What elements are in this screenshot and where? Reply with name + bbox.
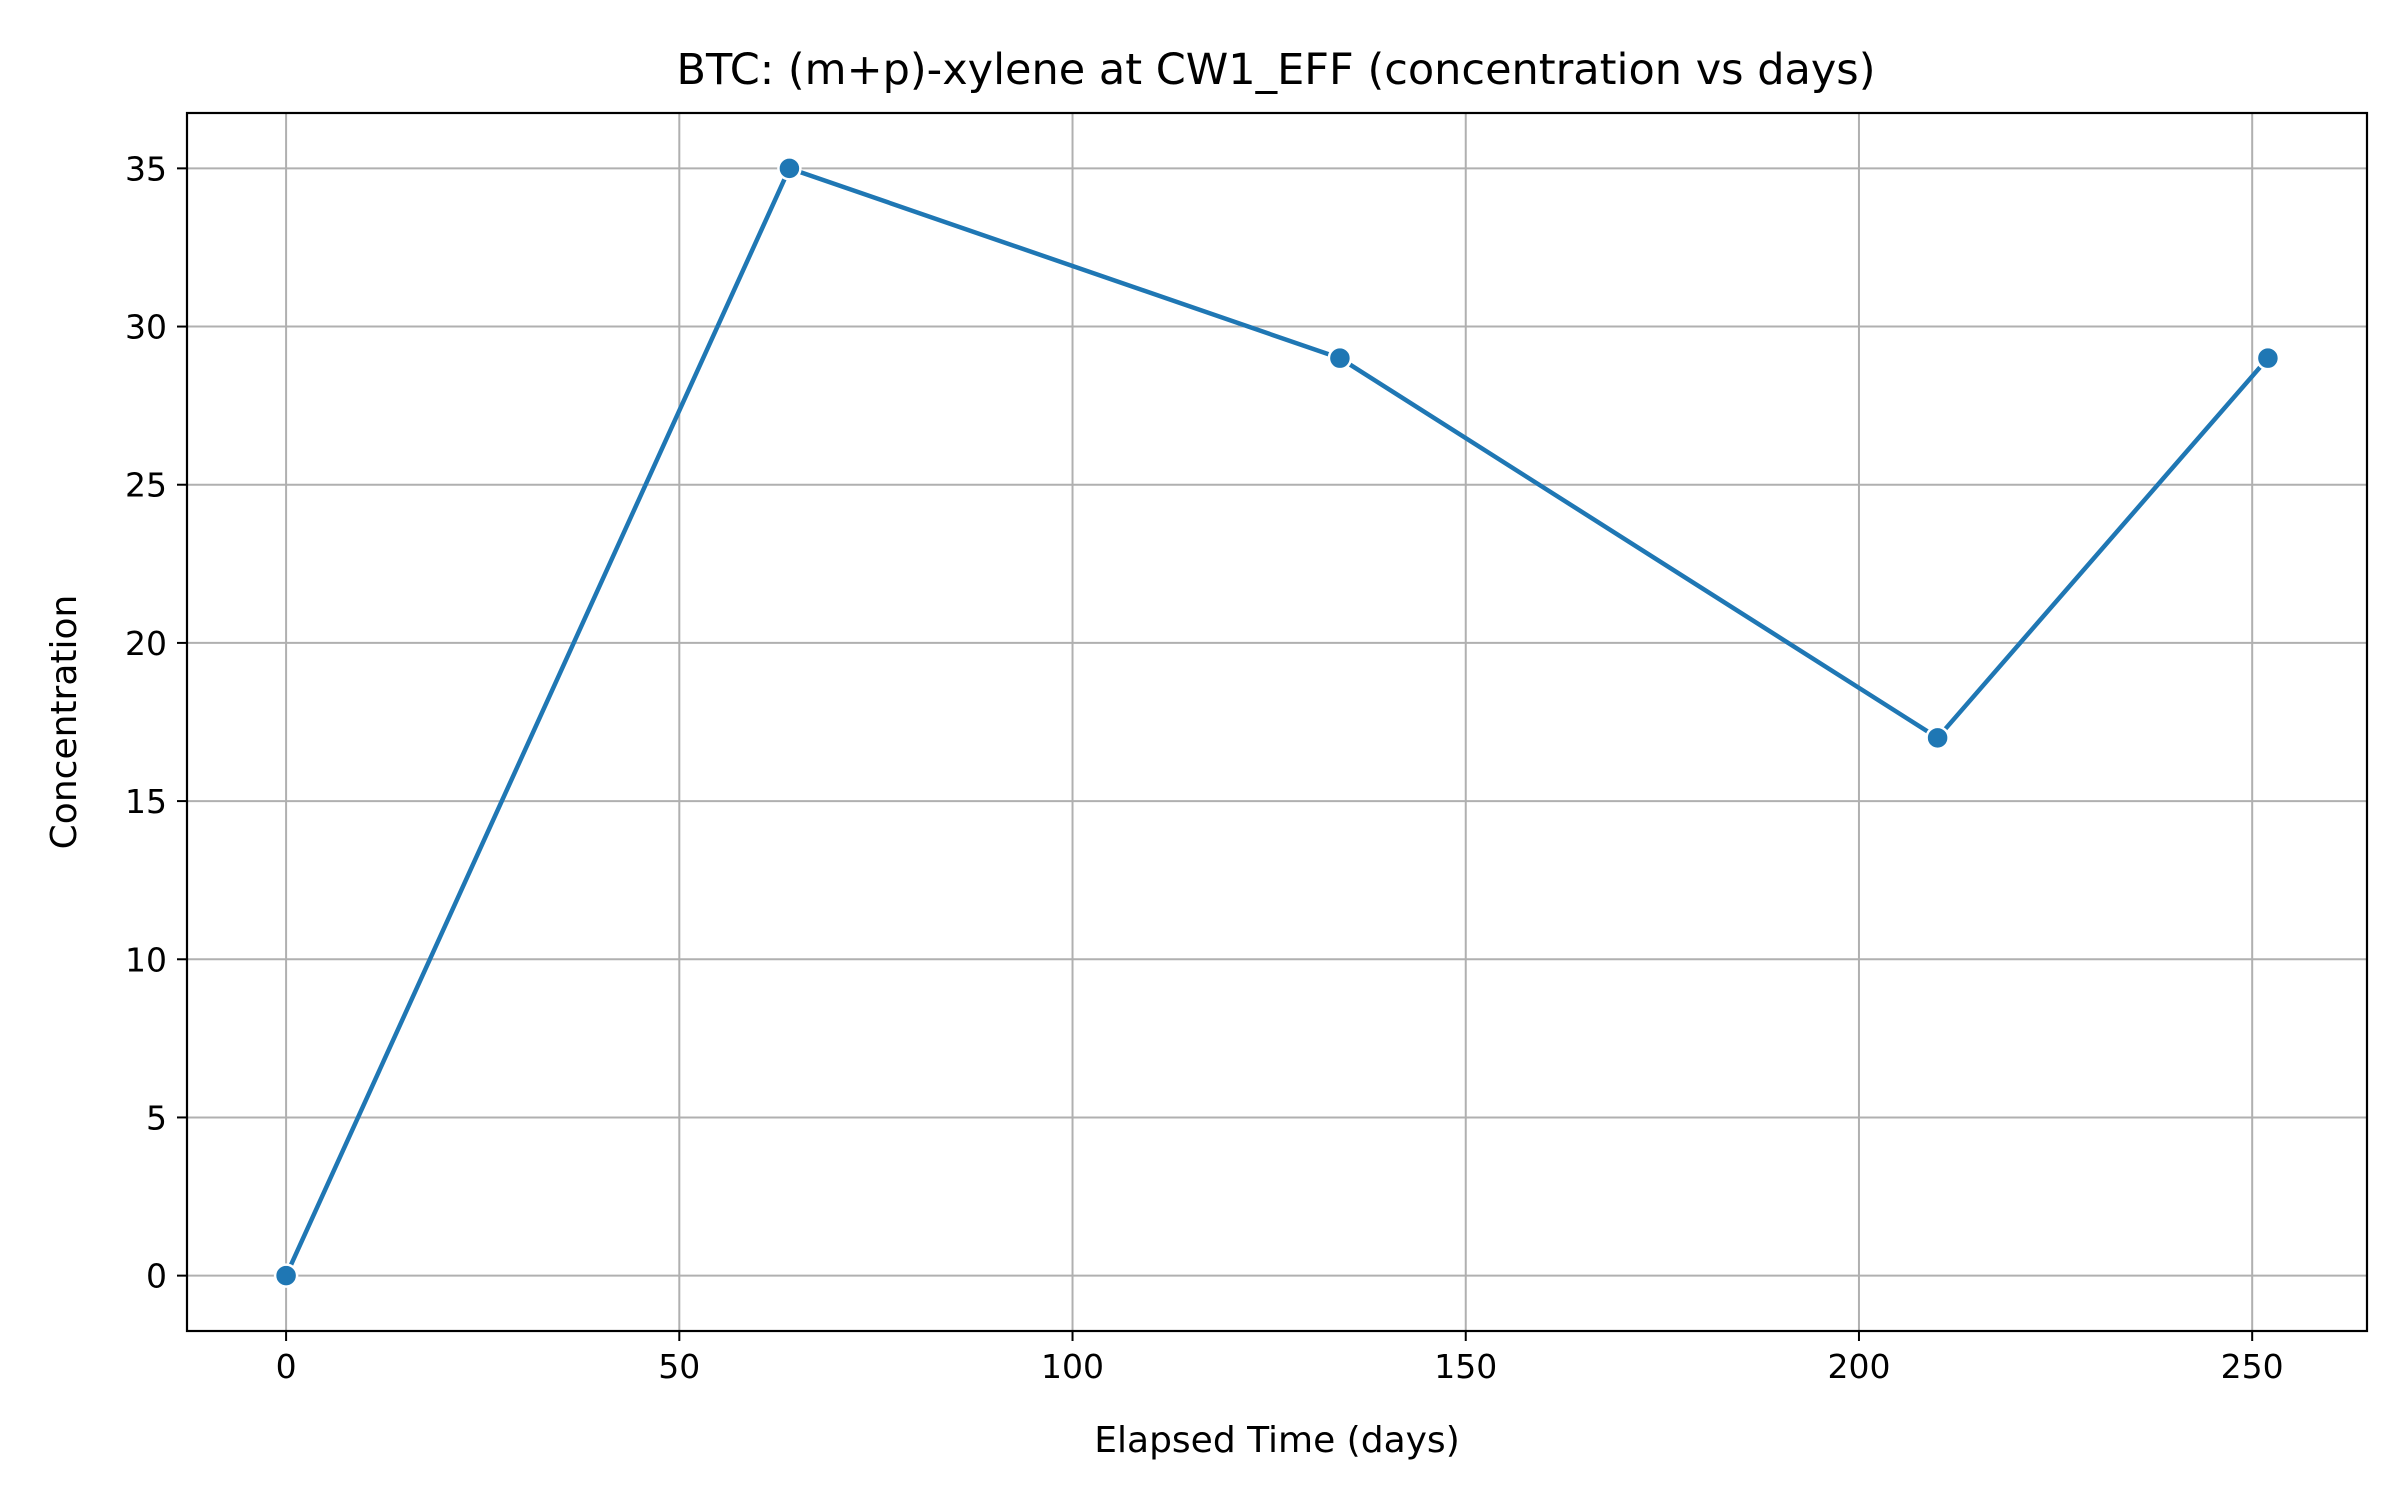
y-tick-label: 0 [146,1257,167,1296]
tick-marks [177,167,2254,1341]
y-tick-label: 35 [125,149,167,188]
y-tick-label: 20 [125,624,167,663]
x-tick-label: 200 [1827,1347,1890,1386]
data-point [1925,725,1950,751]
data-point [2255,345,2281,371]
data-point [777,156,802,181]
y-tick-label: 15 [125,782,167,821]
data-point [1327,345,1353,371]
data-point [273,1263,299,1288]
grid-lines [187,113,2367,1331]
chart-title: BTC: (m+p)-xylene at CW1_EFF (concentrat… [676,45,1875,95]
series-layer [273,156,2281,1288]
x-tick-label: 0 [276,1347,297,1386]
y-axis-label: Concentration [44,595,85,850]
y-tick-label: 5 [146,1098,167,1137]
x-axis-label: Elapsed Time (days) [1094,1420,1459,1461]
y-tick-label: 10 [125,940,167,979]
x-tick-label: 100 [1041,1347,1104,1386]
x-tick-label: 150 [1434,1347,1497,1386]
x-tick-label: 50 [658,1347,700,1386]
x-tick-label: 250 [2221,1347,2284,1386]
y-tick-label: 30 [125,308,167,347]
y-tick-label: 25 [125,466,167,505]
plot-frame [185,111,2369,1333]
